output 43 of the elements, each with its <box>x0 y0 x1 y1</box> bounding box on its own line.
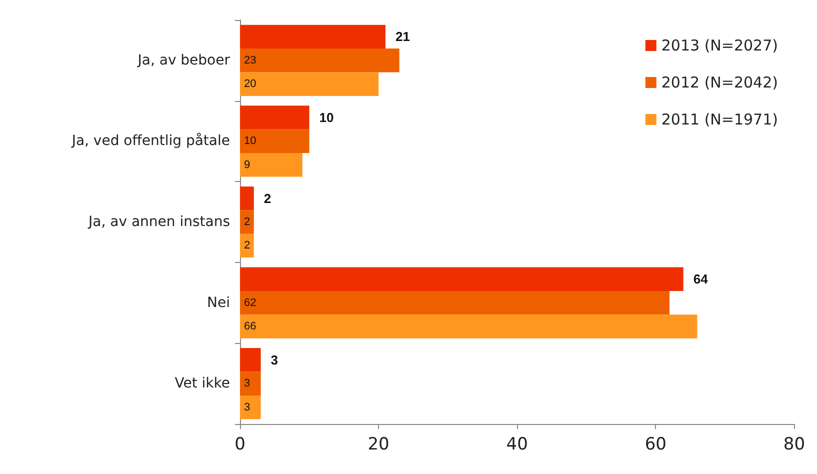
bar <box>240 24 386 49</box>
bar <box>240 267 684 291</box>
data-label: 2 <box>244 216 250 228</box>
y-tick-label: Ja, ved offentlig påtale <box>70 132 230 150</box>
bar <box>240 348 261 372</box>
data-label: 62 <box>244 296 256 309</box>
y-tick-label: Vet ikke <box>174 376 230 392</box>
data-label: 10 <box>319 110 334 125</box>
x-tick-label: 20 <box>368 434 390 454</box>
data-label: 64 <box>693 272 709 287</box>
bar <box>240 290 670 315</box>
legend-label: 2013 (N=2027) <box>661 36 778 54</box>
data-label: 3 <box>270 352 278 368</box>
y-tick-label: Ja, av beboer <box>136 52 230 68</box>
legend-label: 2012 (N=2042) <box>661 74 778 92</box>
data-label: 2 <box>264 190 272 206</box>
x-tick-label: 0 <box>234 434 246 454</box>
bar <box>240 106 310 130</box>
bar <box>240 210 254 234</box>
data-label: 9 <box>244 158 250 171</box>
bar <box>240 186 254 210</box>
y-tick-label: Nei <box>207 294 230 311</box>
bar <box>240 72 379 96</box>
bar <box>240 372 261 396</box>
bar <box>240 314 698 338</box>
legend-label: 2011 (N=1971) <box>661 110 778 128</box>
x-tick-label: 60 <box>644 434 666 454</box>
data-label: 23 <box>244 54 256 66</box>
x-tick-label: 40 <box>506 434 528 454</box>
data-label: 3 <box>244 401 250 414</box>
data-label: 20 <box>244 78 256 90</box>
x-tick-label: 80 <box>783 434 806 454</box>
bar <box>240 48 400 72</box>
bar <box>240 234 254 258</box>
data-label: 10 <box>244 135 256 148</box>
data-label: 2 <box>244 240 250 252</box>
bar <box>240 129 310 154</box>
bar <box>240 395 261 420</box>
data-label: 21 <box>395 29 410 44</box>
bar <box>240 153 302 177</box>
data-label: 3 <box>244 378 250 390</box>
y-tick-label: Ja, av annen instans <box>88 214 230 230</box>
data-label: 66 <box>244 320 256 332</box>
